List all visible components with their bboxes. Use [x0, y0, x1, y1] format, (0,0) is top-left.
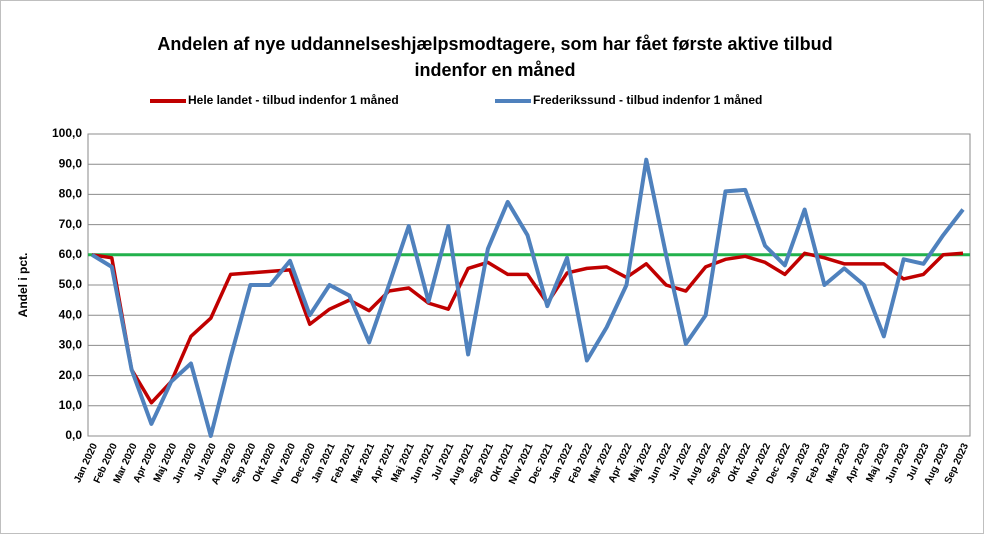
chart-title: Andelen af nye uddannelseshjælpsmodtager…: [157, 34, 832, 54]
y-tick-label: 90,0: [59, 156, 83, 170]
y-axis-label: Andel i pct.: [16, 253, 30, 318]
y-tick-label: 80,0: [59, 187, 83, 201]
y-tick-label: 20,0: [59, 368, 83, 382]
legend-label: Hele landet - tilbud indenfor 1 måned: [188, 93, 399, 107]
y-tick-label: 0,0: [65, 428, 82, 442]
chart-subtitle: indenfor en måned: [414, 60, 575, 80]
y-tick-label: 60,0: [59, 247, 83, 261]
y-tick-label: 10,0: [59, 398, 83, 412]
y-tick-label: 100,0: [52, 126, 82, 140]
y-tick-label: 70,0: [59, 217, 83, 231]
series-line: [90, 157, 965, 438]
y-tick-label: 30,0: [59, 338, 83, 352]
y-tick-label: 50,0: [59, 277, 83, 291]
legend-label: Frederikssund - tilbud indenfor 1 måned: [533, 93, 762, 107]
y-tick-label: 40,0: [59, 307, 83, 321]
